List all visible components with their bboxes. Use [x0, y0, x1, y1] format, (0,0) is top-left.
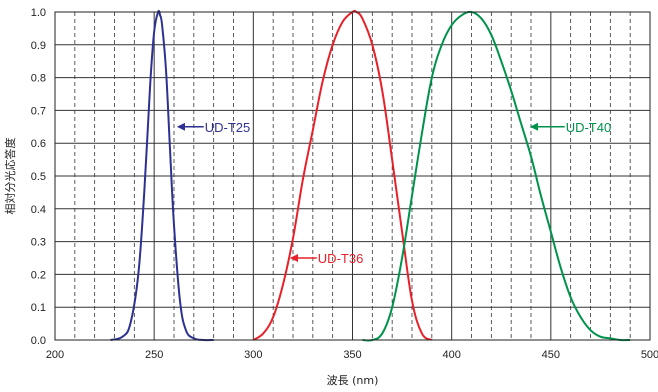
- y-tick-label: 0.5: [31, 171, 46, 183]
- plot-border: [54, 11, 651, 341]
- series-layer: [110, 9, 631, 342]
- y-axis-label: 相対分光応答度: [3, 138, 17, 215]
- y-tick-label: 0.9: [31, 40, 46, 52]
- x-tick-label: 200: [46, 349, 64, 361]
- series-line-ud-t40: [362, 10, 631, 342]
- y-tick-label: 0.0: [31, 335, 46, 347]
- x-tick-label: 450: [542, 349, 560, 361]
- x-tick-label: 300: [244, 349, 262, 361]
- y-tick-label: 0.3: [31, 237, 46, 249]
- x-axis-label: 波長 (nm): [327, 374, 379, 387]
- y-tick-label: 0.1: [31, 302, 46, 314]
- grid: [55, 12, 650, 340]
- y-tick-label: 1.0: [31, 7, 46, 19]
- tick-labels: 200 250 300 350 400 450 500 0.0 0.1 0.2 0.3 0.4 0.5 0…: [31, 7, 658, 361]
- x-tick-label: 250: [145, 349, 163, 361]
- x-tick-label: 400: [442, 349, 460, 361]
- y-tick-label: 0.4: [31, 204, 46, 216]
- series-line-ud-t25: [110, 9, 214, 342]
- series-line-ud-t36: [252, 9, 433, 341]
- y-tick-label: 0.8: [31, 73, 46, 85]
- plot-frame: [54, 11, 651, 341]
- annotation-label-ud-t25: UD-T25: [205, 120, 251, 135]
- y-tick-label: 0.7: [31, 105, 46, 117]
- y-tick-label: 0.2: [31, 269, 46, 281]
- y-tick-label: 0.6: [31, 138, 46, 150]
- annotation-label-ud-t36: UD-T36: [318, 251, 364, 266]
- annotations: UD-T25 UD-T36 UD-T40: [176, 120, 612, 266]
- x-tick-label: 500: [641, 349, 658, 361]
- x-tick-label: 350: [343, 349, 361, 361]
- annotation-label-ud-t40: UD-T40: [566, 120, 612, 135]
